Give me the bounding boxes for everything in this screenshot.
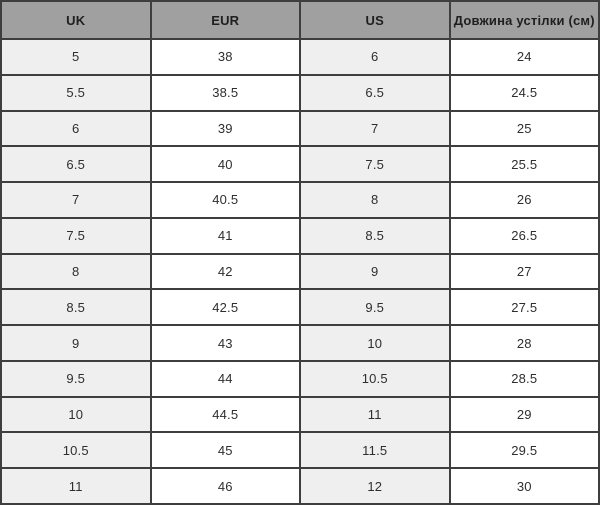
table-row: 5.5 38.5 6.5 24.5	[0, 73, 600, 112]
table-cell: 26.5	[448, 216, 600, 255]
table-cell: 42.5	[149, 288, 301, 327]
table-cell: 8.5	[0, 288, 152, 327]
table-cell: 42	[149, 252, 301, 291]
table-cell: 39	[149, 109, 301, 148]
table-cell: 46	[149, 467, 301, 505]
table-row: 9 43 10 28	[0, 324, 600, 362]
table-cell: 7.5	[299, 145, 451, 184]
table-cell: 11	[299, 395, 451, 434]
table-cell: 11.5	[299, 431, 451, 470]
table-row: 9.5 44 10.5 28.5	[0, 359, 600, 398]
table-row: 10.5 45 11.5 29.5	[0, 431, 600, 470]
table-cell: 44.5	[149, 395, 301, 434]
table-header: UK EUR US Довжина устілки (см)	[0, 0, 600, 40]
table-cell: 8	[299, 181, 451, 219]
table-cell: 38	[149, 38, 301, 76]
column-header: UK	[0, 0, 152, 40]
table-cell: 12	[299, 467, 451, 505]
table-cell: 10	[0, 395, 152, 434]
table-cell: 26	[448, 181, 600, 219]
table-cell: 5	[0, 38, 152, 76]
table-body: 5 38 6 24 5.5 38.5 6.5 24.5 6 39 7 25 6.5 40 7.5 25.5 7 4…	[0, 38, 600, 505]
column-header: US	[299, 0, 451, 40]
table-cell: 9.5	[0, 359, 152, 398]
table-cell: 9	[299, 252, 451, 291]
table-cell: 5.5	[0, 73, 152, 112]
table-cell: 9.5	[299, 288, 451, 327]
column-header: Довжина устілки (см)	[448, 0, 600, 40]
table-cell: 7.5	[0, 216, 152, 255]
table-cell: 6	[0, 109, 152, 148]
table-cell: 28	[448, 324, 600, 362]
table-cell: 10.5	[0, 431, 152, 470]
table-cell: 6.5	[0, 145, 152, 184]
table-cell: 40.5	[149, 181, 301, 219]
table-cell: 9	[0, 324, 152, 362]
table-cell: 27.5	[448, 288, 600, 327]
table-cell: 30	[448, 467, 600, 505]
table-row: 6.5 40 7.5 25.5	[0, 145, 600, 184]
table-row: 7 40.5 8 26	[0, 181, 600, 219]
table-cell: 24	[448, 38, 600, 76]
table-cell: 11	[0, 467, 152, 505]
table-cell: 7	[299, 109, 451, 148]
table-row: 7.5 41 8.5 26.5	[0, 216, 600, 255]
column-header: EUR	[149, 0, 301, 40]
table-cell: 10	[299, 324, 451, 362]
table-cell: 24.5	[448, 73, 600, 112]
table-cell: 40	[149, 145, 301, 184]
table-row: 8 42 9 27	[0, 252, 600, 291]
table-cell: 29	[448, 395, 600, 434]
table-cell: 6.5	[299, 73, 451, 112]
table-row: 5 38 6 24	[0, 38, 600, 76]
table-cell: 25.5	[448, 145, 600, 184]
table-cell: 8	[0, 252, 152, 291]
table-cell: 29.5	[448, 431, 600, 470]
table-cell: 41	[149, 216, 301, 255]
table-cell: 43	[149, 324, 301, 362]
table-cell: 25	[448, 109, 600, 148]
table-row: 6 39 7 25	[0, 109, 600, 148]
table-cell: 6	[299, 38, 451, 76]
table-cell: 44	[149, 359, 301, 398]
header-row: UK EUR US Довжина устілки (см)	[0, 0, 600, 40]
table-row: 11 46 12 30	[0, 467, 600, 505]
table-cell: 10.5	[299, 359, 451, 398]
table-cell: 45	[149, 431, 301, 470]
table-cell: 38.5	[149, 73, 301, 112]
table-cell: 28.5	[448, 359, 600, 398]
table-cell: 8.5	[299, 216, 451, 255]
table-cell: 27	[448, 252, 600, 291]
table-cell: 7	[0, 181, 152, 219]
table-row: 8.5 42.5 9.5 27.5	[0, 288, 600, 327]
table-row: 10 44.5 11 29	[0, 395, 600, 434]
